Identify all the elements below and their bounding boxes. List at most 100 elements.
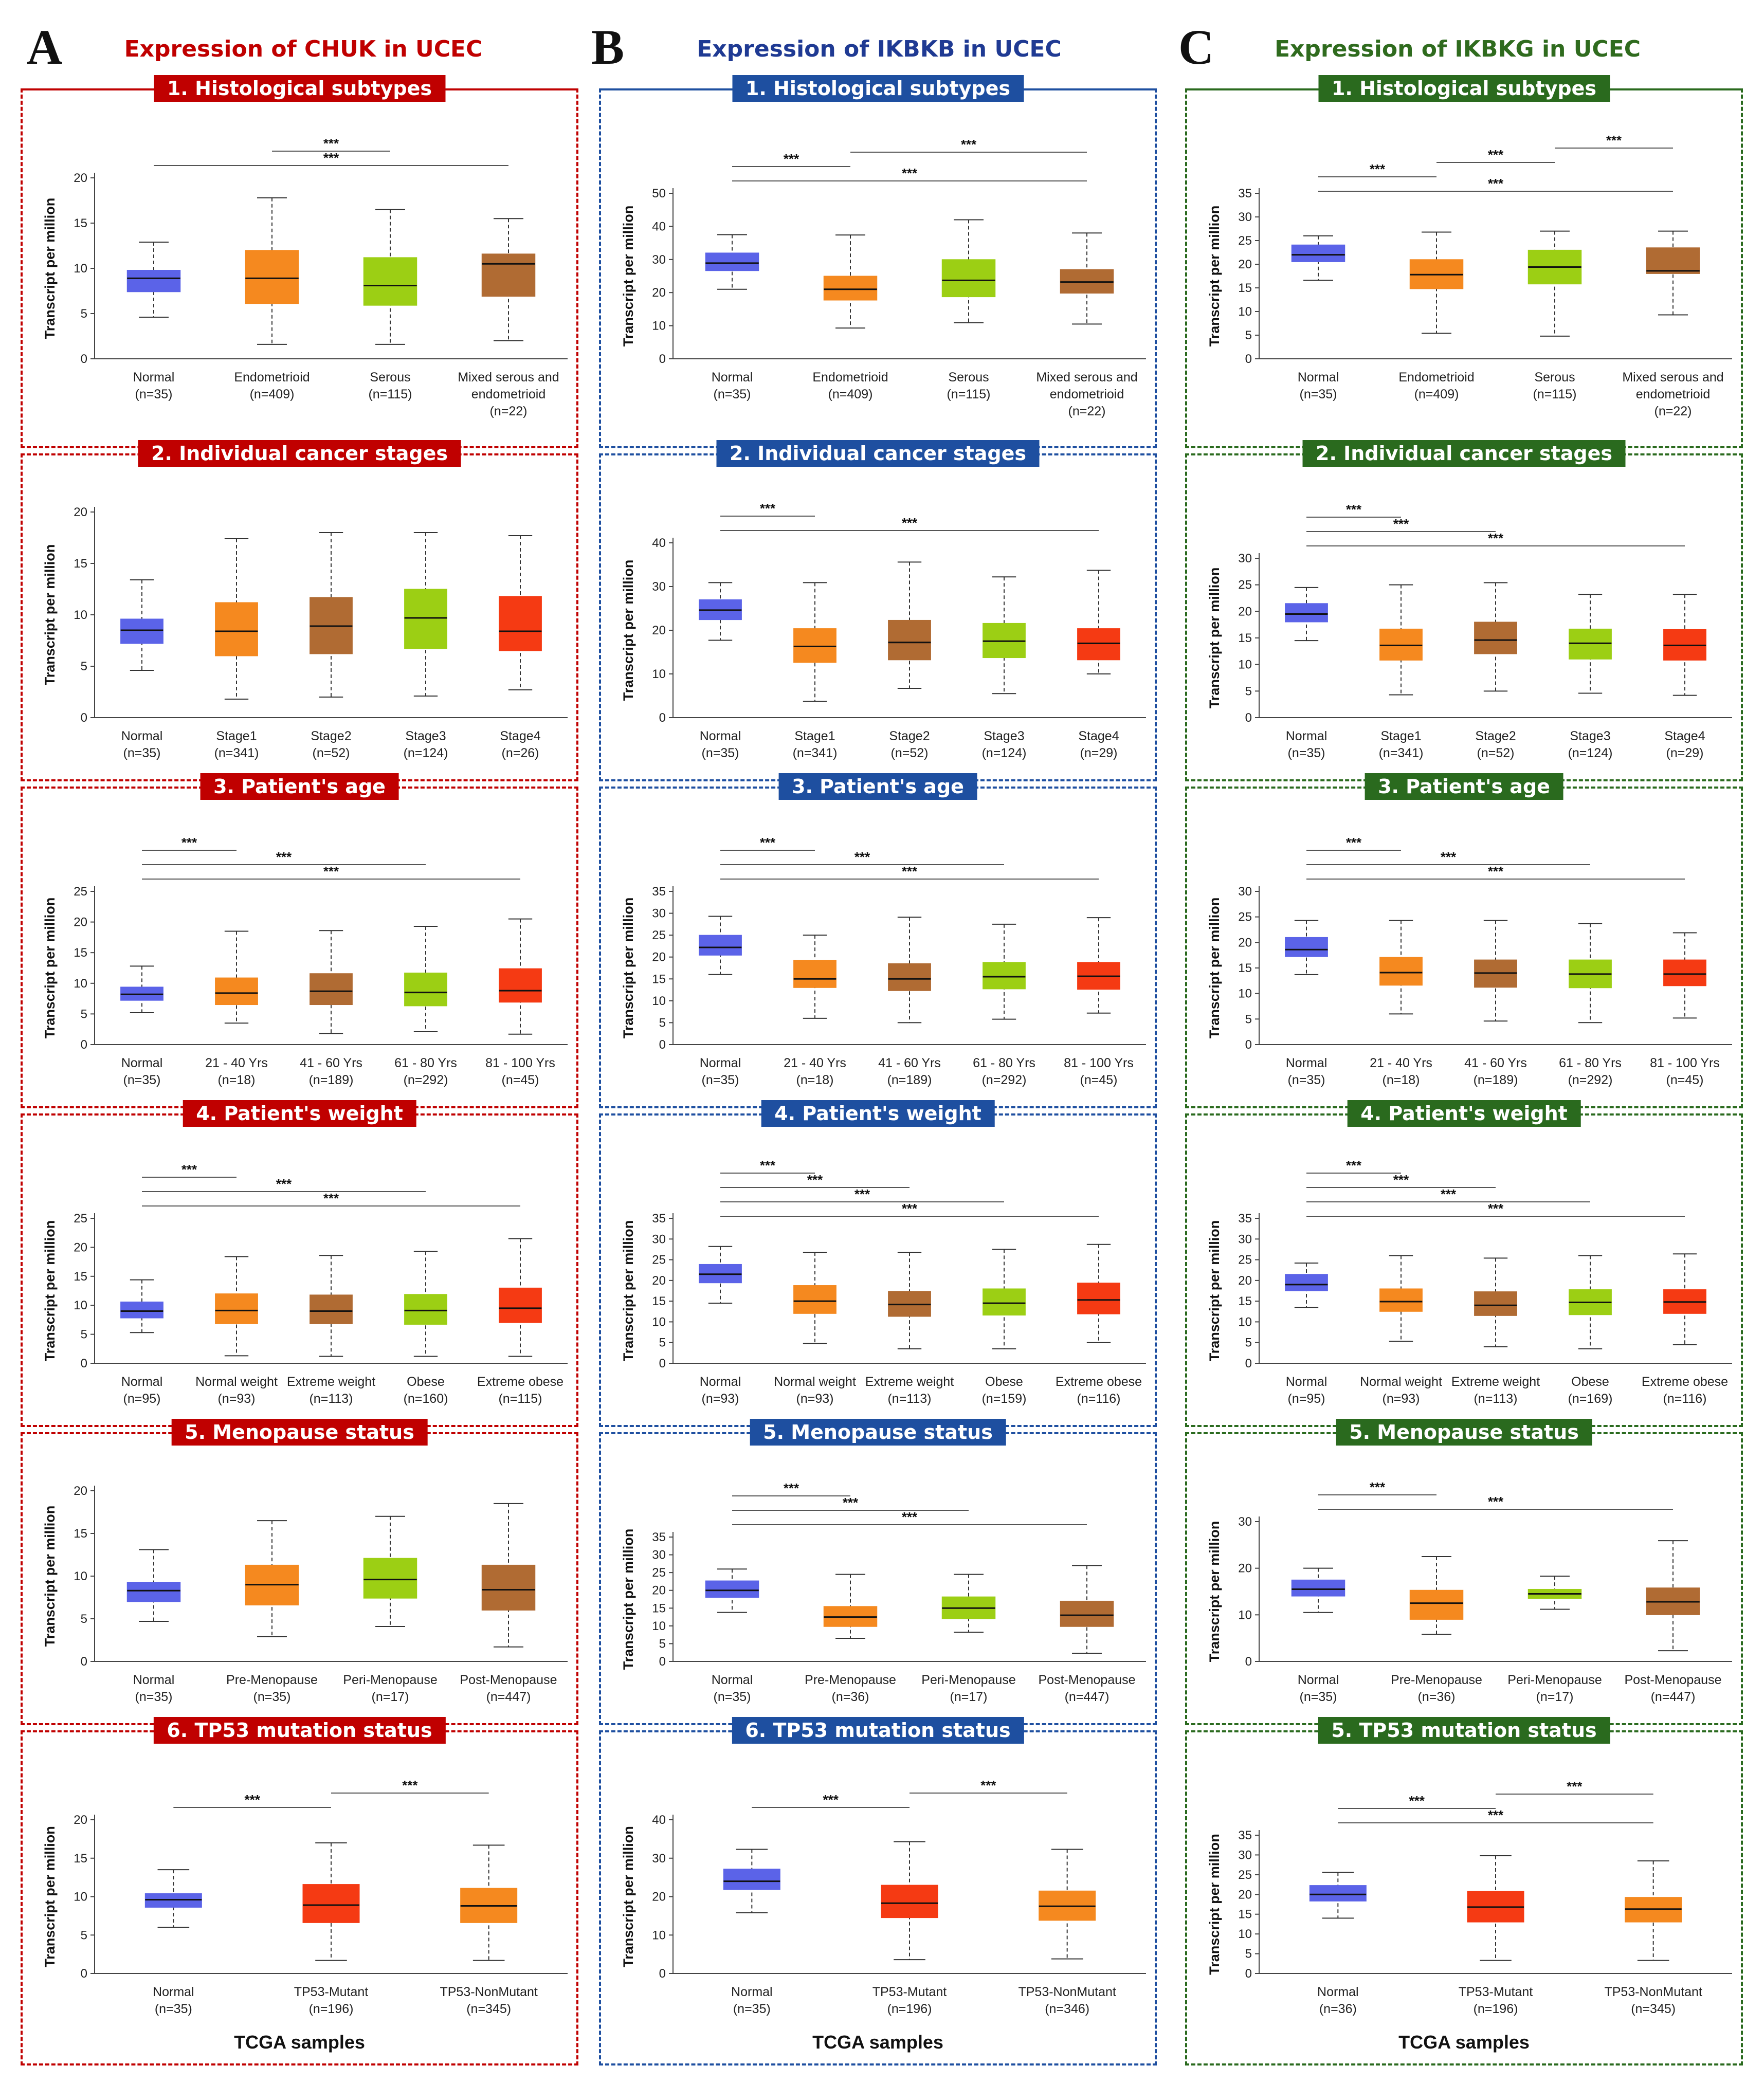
y-tick-label: 0 [1245, 711, 1252, 725]
x-tick-label: (n=29) [1080, 746, 1118, 760]
y-tick-label: 5 [81, 1612, 87, 1626]
boxplot-panel: Transcript per million 0 10 20 30 Normal (n=35… [1185, 1419, 1743, 1725]
column-letter: B [591, 20, 625, 75]
y-tick-label: 5 [659, 1637, 666, 1651]
boxplot-panel: Transcript per million 0 5 10 15 20 Normal (n=3… [21, 1419, 578, 1725]
y-tick-label: 40 [652, 220, 666, 233]
significance-stars: *** [1488, 147, 1504, 162]
panel-title: 4. Patient's weight [183, 1100, 416, 1127]
y-tick-label: 5 [1245, 328, 1252, 342]
x-tick-label: Normal [731, 1985, 773, 1999]
x-tick-label: Stage4 [1664, 729, 1705, 743]
y-tick-label: 15 [652, 1294, 666, 1308]
x-tick-label: Extreme obese [1642, 1375, 1728, 1389]
significance-stars: *** [1488, 1201, 1504, 1216]
box-4 [1077, 1244, 1120, 1343]
x-tick-label: (n=36) [832, 1690, 869, 1704]
box-body [881, 1885, 938, 1918]
x-tick-label: Stage3 [1570, 729, 1610, 743]
x-tick-label: Normal [712, 1673, 753, 1687]
x-tick-label: (n=35) [733, 2002, 771, 2016]
x-tick-label: 41 - 60 Yrs [878, 1056, 941, 1070]
x-tick-label: Normal [1298, 370, 1339, 385]
significance-stars: *** [1409, 1793, 1425, 1808]
panel-title: 2. Individual cancer stages [1302, 440, 1626, 467]
x-tick-label: TP53-Mutant [1459, 1985, 1533, 1999]
x-tick-label: (n=346) [1045, 2002, 1089, 2016]
box-body [705, 1580, 759, 1598]
x-axis-title: TCGA samples [234, 2032, 365, 2053]
y-axis-label: Transcript per million [42, 1220, 58, 1362]
y-tick-label: 35 [1238, 1829, 1252, 1842]
box-body [481, 1564, 536, 1611]
x-tick-label: Normal [1317, 1985, 1359, 1999]
x-tick-label: (n=196) [887, 2002, 932, 2016]
x-tick-label: (n=17) [950, 1690, 988, 1704]
box-body [793, 628, 836, 663]
significance-stars: *** [323, 136, 339, 151]
box-4 [1663, 594, 1706, 696]
x-axis-title: TCGA samples [1398, 2032, 1530, 2053]
significance-stars: *** [181, 835, 197, 850]
box-0 [705, 1568, 759, 1613]
x-tick-label: Endometrioid [1398, 370, 1474, 385]
y-tick-label: 20 [652, 286, 666, 300]
x-tick-label: Extreme obese [1056, 1375, 1142, 1389]
box-2 [888, 917, 931, 1023]
x-tick-label: endometrioid [471, 387, 546, 401]
box-body [120, 1301, 163, 1319]
box-body [499, 596, 542, 651]
boxplot-svg: Transcript per million 0 5 10 15 20 25 30 Normal… [1207, 502, 1732, 760]
x-tick-label: Endometrioid [234, 370, 310, 385]
box-0 [723, 1849, 780, 1913]
y-tick-label: 5 [1245, 1012, 1252, 1026]
box-1 [1409, 231, 1464, 334]
box-body [120, 618, 163, 644]
box-2 [310, 930, 353, 1034]
y-tick-label: 0 [81, 1967, 87, 1981]
panel-title: 3. Patient's age [1365, 773, 1563, 800]
boxplot-panel: Transcript per million 0 5 10 15 20 25 Normal (n… [21, 773, 578, 1108]
y-tick-label: 5 [81, 660, 87, 673]
boxplot-svg: Transcript per million 0 5 10 15 20 25 Normal (n… [42, 1162, 568, 1406]
y-tick-label: 10 [652, 1315, 666, 1329]
box-2 [310, 532, 353, 698]
y-tick-label: 10 [652, 667, 666, 681]
box-body [1291, 244, 1345, 262]
boxplot-svg: Transcript per million 0 5 10 15 20 25 30 35 Norm… [1207, 1158, 1732, 1406]
x-tick-label: Mixed serous and [458, 370, 559, 385]
y-tick-label: 20 [1238, 936, 1252, 949]
x-tick-label: TP53-NonMutant [1018, 1985, 1116, 1999]
x-tick-label: Stage3 [984, 729, 1024, 743]
x-tick-label: Peri-Menopause [921, 1673, 1015, 1687]
y-tick-label: 30 [652, 1852, 666, 1866]
significance-stars: *** [1441, 1186, 1457, 1202]
panel-title: 4. Patient's weight [1347, 1100, 1581, 1127]
y-tick-label: 35 [652, 1212, 666, 1226]
x-tick-label: 81 - 100 Yrs [1064, 1056, 1134, 1070]
significance-stars: *** [1393, 1172, 1409, 1187]
y-tick-label: 20 [652, 1584, 666, 1598]
y-tick-label: 10 [652, 1619, 666, 1633]
significance-stars: *** [784, 151, 799, 167]
x-tick-label: (n=409) [1414, 387, 1459, 401]
x-tick-label: Obese [985, 1375, 1023, 1389]
box-0 [1285, 587, 1328, 642]
significance-stars: *** [276, 1176, 292, 1192]
y-tick-label: 25 [1238, 234, 1252, 248]
significance-stars: *** [1346, 1158, 1362, 1173]
box-body [823, 276, 878, 301]
x-tick-label: 61 - 80 Yrs [1559, 1056, 1622, 1070]
box-1 [793, 935, 836, 1019]
x-tick-label: Normal weight [195, 1375, 278, 1389]
y-tick-label: 30 [1238, 1848, 1252, 1862]
y-axis-label: Transcript per million [42, 1826, 58, 1967]
significance-stars: *** [902, 864, 918, 879]
panel-title: 1. Histological subtypes [1318, 75, 1610, 102]
boxplot-svg: Transcript per million 0 5 10 15 20 25 30 35 Norm… [1207, 133, 1732, 418]
y-tick-label: 15 [74, 557, 87, 571]
y-tick-label: 0 [81, 711, 87, 725]
box-0 [1285, 920, 1328, 975]
x-tick-label: (n=115) [368, 387, 412, 401]
significance-stars: *** [1346, 835, 1362, 850]
